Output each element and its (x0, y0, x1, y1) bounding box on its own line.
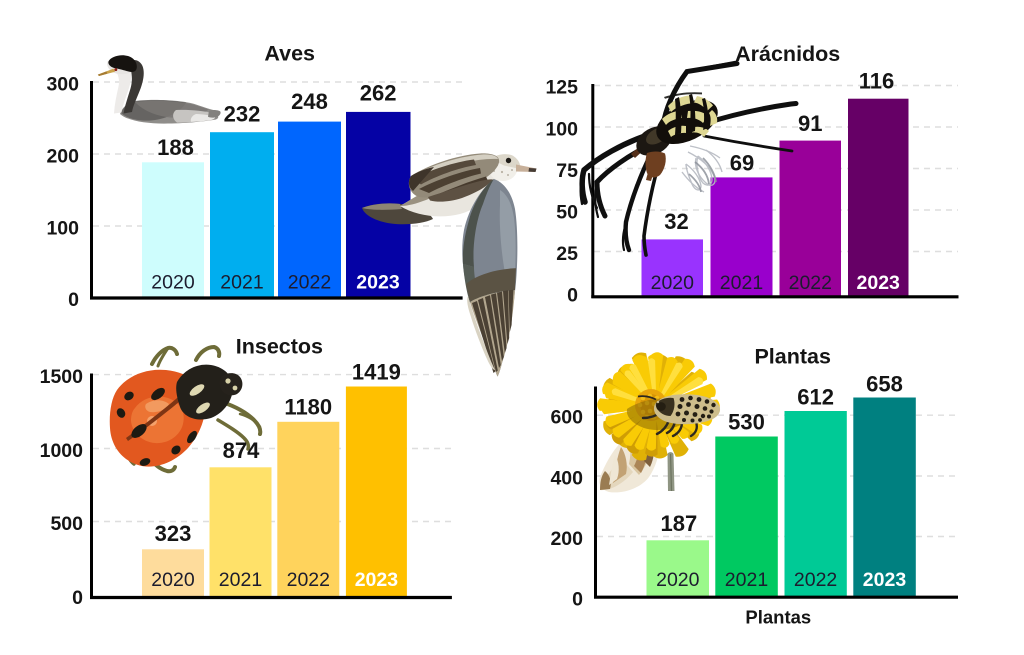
svg-text:Insectos: Insectos (236, 335, 323, 359)
svg-text:0: 0 (72, 587, 83, 609)
svg-text:2022: 2022 (287, 569, 330, 591)
svg-text:32: 32 (664, 209, 688, 234)
svg-text:Aves: Aves (264, 42, 315, 66)
svg-text:75: 75 (556, 160, 578, 182)
svg-text:400: 400 (550, 468, 583, 490)
svg-text:0: 0 (567, 285, 578, 307)
svg-text:2023: 2023 (355, 569, 399, 591)
svg-text:91: 91 (798, 111, 822, 136)
svg-text:1180: 1180 (284, 395, 332, 420)
svg-text:200: 200 (550, 528, 583, 550)
svg-text:2022: 2022 (789, 272, 832, 294)
svg-text:658: 658 (866, 372, 903, 397)
svg-text:232: 232 (224, 102, 261, 127)
svg-text:2020: 2020 (151, 272, 195, 294)
svg-text:187: 187 (661, 511, 698, 536)
svg-text:50: 50 (556, 202, 578, 224)
svg-text:323: 323 (155, 521, 192, 546)
svg-text:2020: 2020 (651, 272, 695, 294)
svg-text:2021: 2021 (725, 569, 768, 591)
svg-text:1419: 1419 (352, 360, 401, 385)
svg-text:2020: 2020 (656, 569, 700, 591)
svg-text:116: 116 (859, 69, 895, 94)
svg-text:530: 530 (728, 410, 765, 435)
svg-text:500: 500 (50, 513, 83, 535)
svg-text:2022: 2022 (794, 569, 837, 591)
svg-text:2023: 2023 (356, 272, 400, 294)
svg-text:300: 300 (46, 74, 79, 96)
svg-text:1500: 1500 (40, 366, 84, 388)
svg-text:874: 874 (223, 438, 260, 463)
svg-text:Arácnidos: Arácnidos (735, 42, 840, 66)
svg-text:100: 100 (545, 119, 578, 141)
svg-text:100: 100 (46, 218, 79, 240)
svg-text:2023: 2023 (863, 569, 907, 591)
svg-text:0: 0 (68, 289, 79, 311)
svg-text:2020: 2020 (151, 569, 195, 591)
svg-text:188: 188 (157, 135, 194, 160)
svg-text:2021: 2021 (220, 272, 263, 294)
svg-text:69: 69 (730, 151, 754, 176)
svg-text:248: 248 (291, 89, 328, 114)
svg-text:25: 25 (556, 243, 578, 265)
svg-text:600: 600 (550, 407, 583, 429)
svg-text:1000: 1000 (40, 440, 84, 462)
svg-text:262: 262 (360, 81, 397, 106)
svg-text:2022: 2022 (288, 272, 331, 294)
svg-text:Plantas: Plantas (745, 607, 811, 628)
svg-text:Plantas: Plantas (754, 345, 831, 369)
svg-text:200: 200 (46, 146, 79, 168)
svg-text:125: 125 (545, 77, 578, 99)
svg-text:2021: 2021 (219, 569, 262, 591)
svg-text:2023: 2023 (857, 272, 901, 294)
svg-text:612: 612 (797, 385, 834, 410)
svg-text:2021: 2021 (720, 272, 763, 294)
svg-text:0: 0 (572, 589, 583, 611)
